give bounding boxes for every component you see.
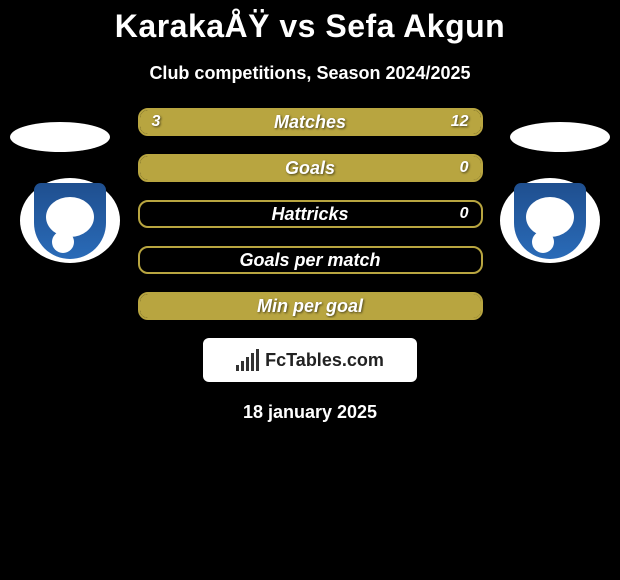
stat-value-right: 12: [451, 113, 469, 131]
bar-fill-left: [140, 110, 208, 134]
page-title: KarakaÅŸ vs Sefa Akgun: [0, 0, 620, 45]
stat-label: Hattricks: [271, 204, 348, 225]
stat-bar: Hattricks 0: [138, 200, 483, 228]
stat-bar: Min per goal: [138, 292, 483, 320]
club-shield-icon: [514, 183, 586, 259]
club-ball-icon: [52, 231, 74, 253]
stat-value-left: 3: [152, 113, 161, 131]
date-label: 18 january 2025: [0, 402, 620, 423]
attribution-logo: FcTables.com: [236, 349, 384, 371]
stat-bar: 3 Matches 12: [138, 108, 483, 136]
stat-label: Matches: [274, 112, 346, 133]
player-avatar-right: [510, 122, 610, 152]
stat-bar: Goals 0: [138, 154, 483, 182]
stat-value-right: 0: [460, 205, 469, 223]
club-badge-left: [20, 178, 120, 263]
player-avatar-left: [10, 122, 110, 152]
subtitle: Club competitions, Season 2024/2025: [0, 63, 620, 84]
attribution-text: FcTables.com: [265, 350, 384, 371]
club-eagle-icon: [526, 197, 574, 237]
attribution-bars-icon: [236, 349, 259, 371]
stats-bars: 3 Matches 12 Goals 0 Hattricks 0 Goals per matc…: [138, 108, 483, 320]
stat-label: Goals: [285, 158, 335, 179]
stat-label: Min per goal: [257, 296, 363, 317]
stat-bar: Goals per match: [138, 246, 483, 274]
attribution-badge: FcTables.com: [203, 338, 417, 382]
club-badge-right: [500, 178, 600, 263]
stat-value-right: 0: [460, 159, 469, 177]
stat-label: Goals per match: [239, 250, 380, 271]
club-eagle-icon: [46, 197, 94, 237]
club-ball-icon: [532, 231, 554, 253]
club-shield-icon: [34, 183, 106, 259]
